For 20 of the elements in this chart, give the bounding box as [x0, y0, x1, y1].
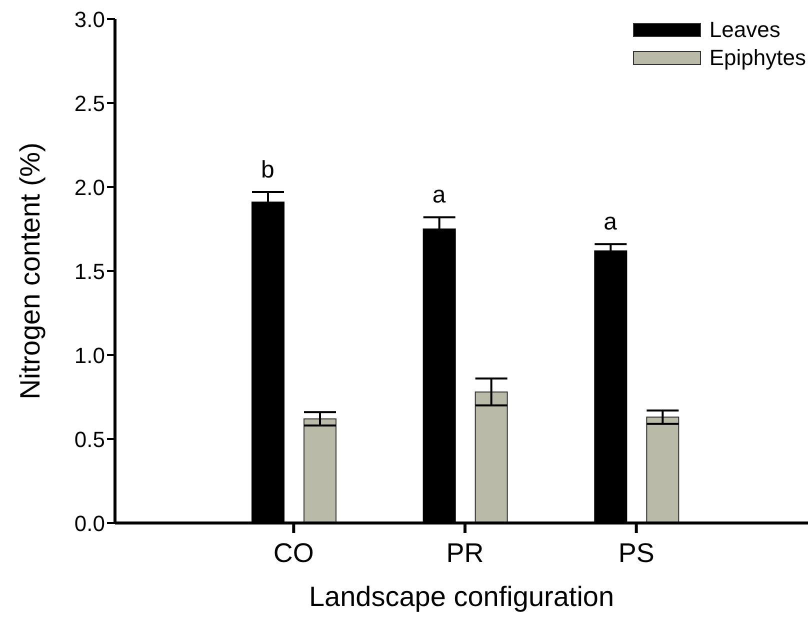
- bar: [646, 416, 680, 523]
- y-tick-label: 2.0: [74, 174, 105, 200]
- legend-label: Epiphytes: [709, 45, 806, 71]
- x-tick-label: CO: [273, 538, 314, 568]
- legend-label: Leaves: [709, 17, 780, 43]
- annotation: a: [604, 208, 618, 236]
- y-tick-label: 1.5: [74, 258, 105, 284]
- y-tick-label: 0.5: [74, 426, 105, 452]
- annotation: b: [260, 156, 274, 184]
- x-tick-label: PS: [618, 538, 654, 568]
- annotation: a: [432, 182, 446, 209]
- y-tick-label: 3.0: [74, 6, 105, 32]
- y-axis-title: Nitrogen content (%): [14, 142, 46, 400]
- bar: [304, 418, 336, 523]
- y-tick-label: 1.0: [74, 342, 105, 368]
- y-tick-label: 2.5: [74, 90, 105, 116]
- bar: [474, 391, 508, 523]
- y-tick-label: 0.0: [74, 510, 105, 536]
- x-axis-title: Landscape configuration: [308, 581, 614, 612]
- x-tick-label: PR: [446, 538, 484, 568]
